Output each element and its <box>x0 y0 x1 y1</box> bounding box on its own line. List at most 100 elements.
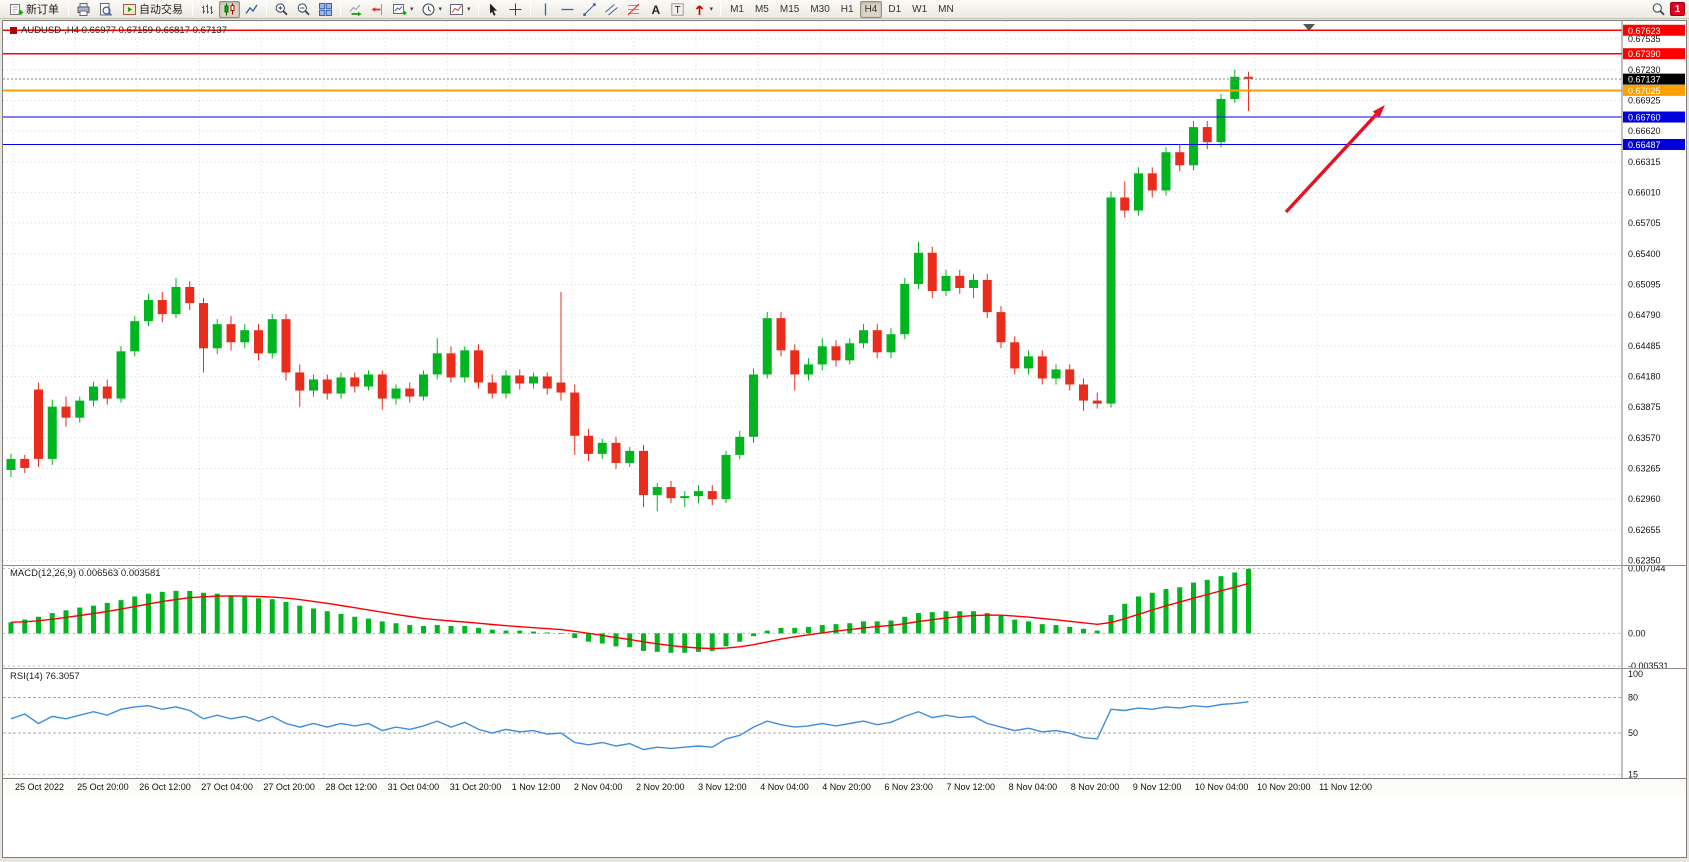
new-order-button[interactable]: 新订单 <box>4 1 64 18</box>
svg-text:0.67025: 0.67025 <box>1628 86 1661 96</box>
timeframe-button-w1[interactable]: W1 <box>912 3 928 15</box>
cursor-button[interactable] <box>483 1 504 18</box>
svg-text:0.67390: 0.67390 <box>1628 49 1661 59</box>
svg-text:0.65705: 0.65705 <box>1628 218 1661 228</box>
templates-dropdown[interactable]: ▾ <box>446 1 474 18</box>
rsi-panel[interactable]: 100 80 50 15 RSI(14) 76.3057 <box>3 668 1686 778</box>
crosshair-button[interactable] <box>505 1 526 18</box>
horizontal-line-button[interactable] <box>557 1 578 18</box>
toolbar: 新订单 自动交易 ▾ ▾ ▾ <box>0 0 1689 19</box>
tile-windows-icon <box>319 2 332 16</box>
time-label: 11 Nov 12:00 <box>1319 782 1372 792</box>
svg-text:0.67535: 0.67535 <box>1628 34 1661 44</box>
search-button[interactable] <box>1648 1 1669 18</box>
time-label: 10 Nov 20:00 <box>1257 782 1311 792</box>
time-label: 25 Oct 20:00 <box>77 782 129 792</box>
timeframe-button-m5[interactable]: M5 <box>754 3 769 15</box>
svg-text:0.63265: 0.63265 <box>1628 463 1661 473</box>
chart-line-button[interactable] <box>241 1 262 18</box>
svg-text:0.67623: 0.67623 <box>1628 26 1661 36</box>
time-label: 7 Nov 12:00 <box>946 782 996 792</box>
svg-text:0.62960: 0.62960 <box>1628 494 1661 504</box>
timeframe-button-mn[interactable]: MN <box>938 3 954 15</box>
new-order-icon <box>10 3 23 15</box>
new-order-label: 新订单 <box>26 4 59 16</box>
svg-text:50: 50 <box>1628 728 1638 738</box>
timeframe-button-m30[interactable]: M30 <box>810 3 830 15</box>
time-label: 2 Nov 20:00 <box>636 782 685 792</box>
svg-text:0.67230: 0.67230 <box>1628 65 1661 75</box>
svg-text:0.007044: 0.007044 <box>1628 566 1666 573</box>
zoom-in-button[interactable] <box>271 1 292 18</box>
alert-badge[interactable]: 1 <box>1670 2 1685 16</box>
timeframe-button-m1[interactable]: M1 <box>730 3 744 15</box>
new-chart-dropdown[interactable]: ▾ <box>389 1 417 18</box>
svg-text:0.63570: 0.63570 <box>1628 433 1661 443</box>
price-scale[interactable] <box>1623 21 1686 778</box>
autotrading-label: 自动交易 <box>139 4 183 16</box>
svg-text:T: T <box>674 5 680 16</box>
chart-shift-marker <box>1303 24 1315 31</box>
vertical-line-button[interactable] <box>535 1 556 18</box>
toolbar-separator <box>192 2 193 16</box>
fibonacci-button[interactable] <box>623 1 644 18</box>
template-icon <box>450 3 464 15</box>
main-chart-panel[interactable]: 0.67535 0.67230 0.66925 0.66620 0.66315 0.660… <box>3 21 1686 565</box>
cursor-icon <box>489 3 497 16</box>
svg-text:15: 15 <box>1628 769 1638 778</box>
svg-text:0.00: 0.00 <box>1628 628 1646 638</box>
equidistant-channel-button[interactable] <box>601 1 622 18</box>
timeframe-button-h1[interactable]: H1 <box>840 3 854 15</box>
arrows-dropdown[interactable]: ▾ <box>689 1 717 18</box>
chart-bars-button[interactable] <box>197 1 218 18</box>
time-label: 27 Oct 04:00 <box>201 782 253 792</box>
time-label: 8 Nov 20:00 <box>1070 782 1120 792</box>
text-label-icon: T <box>670 2 684 16</box>
text-button[interactable]: A <box>645 1 666 18</box>
tile-windows-button[interactable] <box>315 1 336 18</box>
clock-icon <box>422 3 435 15</box>
timeframe-button-m15[interactable]: M15 <box>779 3 800 15</box>
svg-text:0.62350: 0.62350 <box>1628 555 1661 565</box>
text-label-button[interactable]: T <box>667 1 688 18</box>
svg-text:0.66487: 0.66487 <box>1628 140 1661 150</box>
svg-text:0.66760: 0.66760 <box>1628 113 1661 123</box>
time-label: 31 Oct 04:00 <box>387 782 440 792</box>
svg-text:-0.003531: -0.003531 <box>1628 661 1669 668</box>
timeframe-button-h4[interactable]: H4 <box>859 0 883 18</box>
svg-text:A: A <box>651 3 660 17</box>
periods-dropdown[interactable]: ▾ <box>418 1 446 18</box>
horizontal-line-icon <box>561 8 574 10</box>
autotrading-button[interactable]: 自动交易 <box>117 1 188 18</box>
time-label: 4 Nov 04:00 <box>760 782 809 792</box>
zoom-out-button[interactable] <box>293 1 314 18</box>
time-label: 3 Nov 12:00 <box>698 782 747 792</box>
time-axis[interactable]: 25 Oct 2022 25 Oct 20:00 26 Oct 12:00 27 Oc… <box>3 778 1686 795</box>
time-label: 6 Nov 23:00 <box>884 782 933 792</box>
timeframe-button-d1[interactable]: D1 <box>888 3 902 15</box>
trendline-button[interactable] <box>579 1 600 18</box>
text-icon: A <box>651 3 660 17</box>
print-button[interactable] <box>73 1 94 18</box>
chart-candles-button[interactable] <box>219 0 240 18</box>
crosshair-icon <box>509 3 522 15</box>
svg-text:0.64180: 0.64180 <box>1628 371 1661 381</box>
time-label: 31 Oct 20:00 <box>449 782 502 792</box>
chart-shift-button[interactable] <box>367 1 388 18</box>
svg-text:0.64790: 0.64790 <box>1628 310 1661 320</box>
svg-text:0.65400: 0.65400 <box>1628 249 1661 259</box>
toolbar-separator <box>720 2 722 16</box>
auto-scroll-button[interactable] <box>345 1 366 18</box>
fibonacci-icon <box>627 3 639 15</box>
svg-text:0.66315: 0.66315 <box>1628 157 1661 167</box>
svg-text:0.64485: 0.64485 <box>1628 341 1661 351</box>
time-label: 25 Oct 2022 <box>15 782 65 792</box>
auto-scroll-icon <box>349 4 362 16</box>
time-label: 10 Nov 04:00 <box>1194 782 1249 792</box>
search-icon <box>1652 2 1665 15</box>
autotrading-icon <box>123 3 136 15</box>
macd-panel[interactable]: 0.007044 0.00 -0.003531 MACD(12,26,9) 0.00… <box>3 565 1686 668</box>
print-preview-button[interactable] <box>95 1 116 18</box>
bars-chart-icon <box>202 4 213 14</box>
time-label: 4 Nov 20:00 <box>822 782 871 792</box>
